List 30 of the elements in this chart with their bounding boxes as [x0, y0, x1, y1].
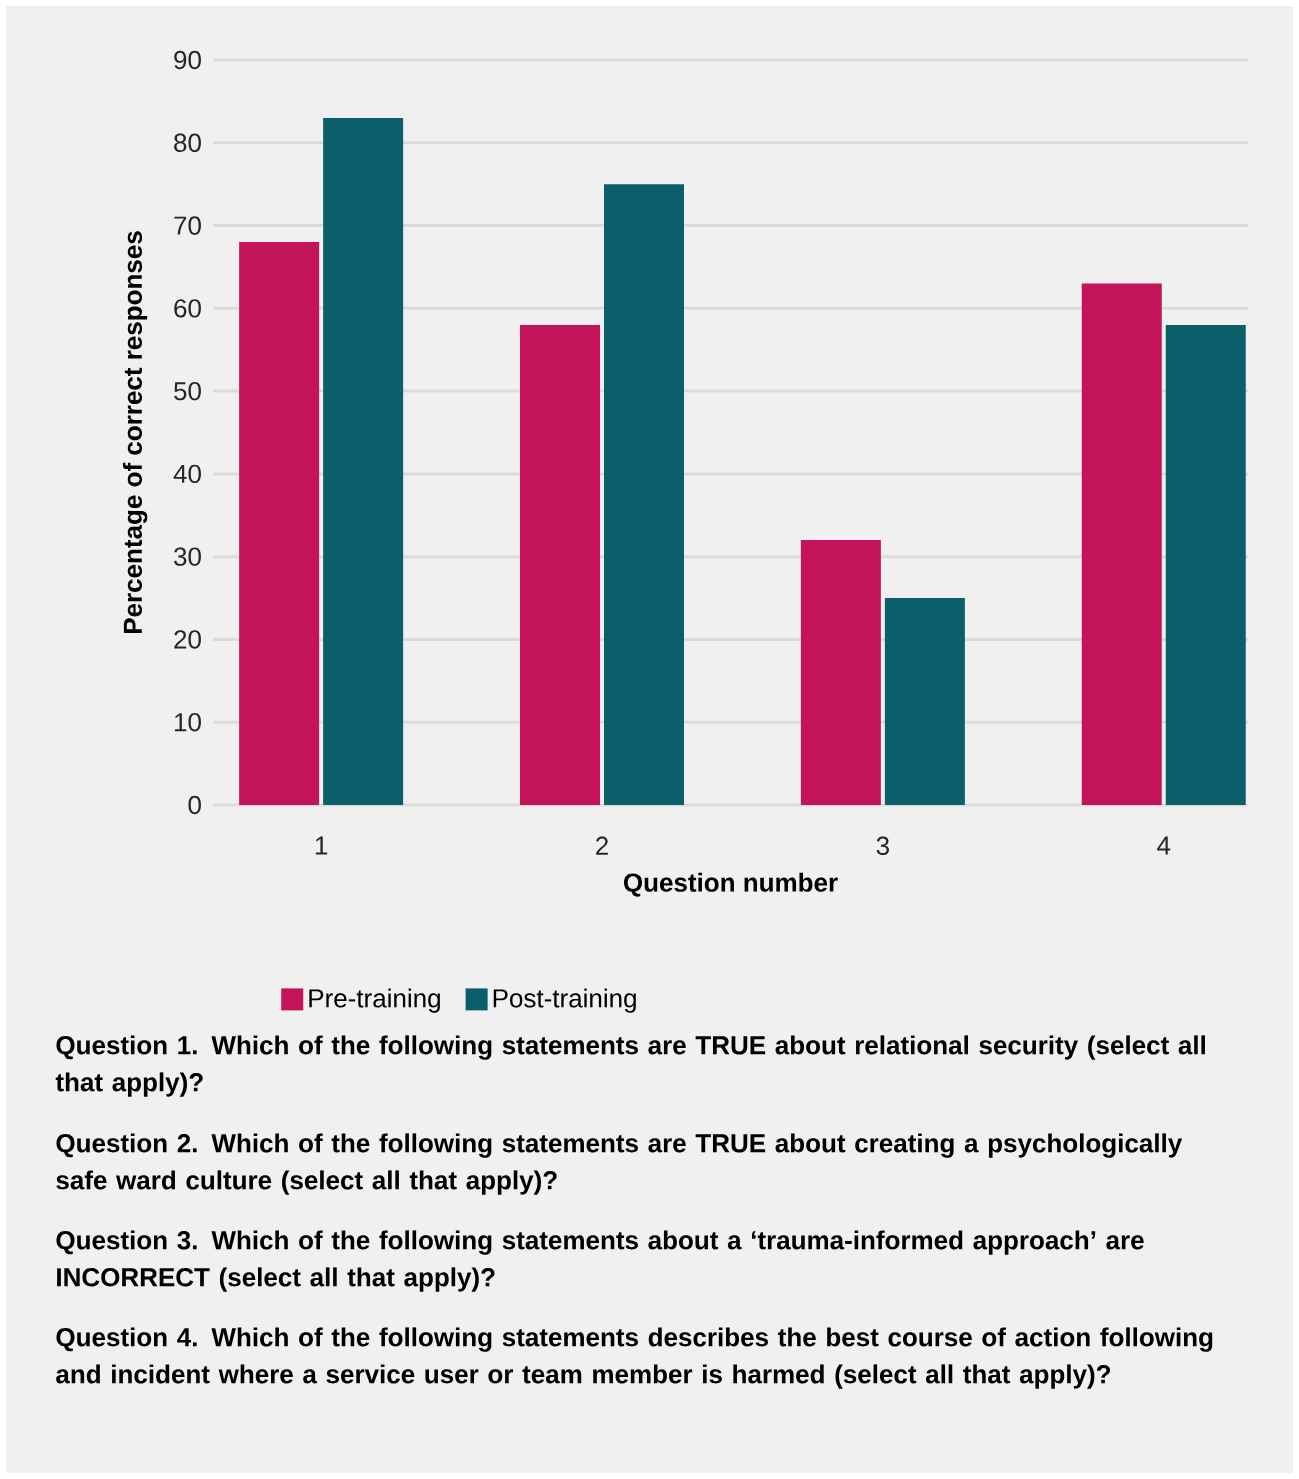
x-axis-title: Question number — [623, 872, 838, 897]
y-axis-title: Percentage of correct responses — [122, 231, 148, 634]
y-tick-label: 0 — [188, 795, 201, 815]
y-tick-label: 40 — [173, 464, 201, 484]
y-tick-label: 60 — [174, 299, 201, 318]
bar — [239, 242, 320, 805]
bar — [884, 598, 965, 805]
x-tick-label: 4 — [1157, 836, 1171, 855]
text: Question 1. Which of the following statements are TRUE about relational security (select all that apply)? — [55, 1035, 1205, 1097]
legend-label: Pre-training — [309, 988, 440, 1013]
bar — [800, 540, 881, 805]
bar — [520, 324, 600, 805]
y-tick-label: 70 — [174, 216, 201, 235]
bar — [1081, 283, 1162, 805]
y-tick-label: 30 — [174, 547, 201, 566]
bar — [1165, 324, 1246, 805]
bar — [604, 184, 684, 805]
legend-label: Post-training — [493, 988, 636, 1013]
x-tick-label: 2 — [596, 836, 608, 855]
y-tick-label: 10 — [174, 713, 201, 732]
y-tick-label: 20 — [174, 630, 201, 649]
x-tick-label: 1 — [315, 836, 328, 855]
text: Question 3. Which of the following statements about a ‘trauma-informed approach’ are INCORRECT (select all that apply)? — [56, 1230, 1144, 1292]
bar — [323, 117, 404, 805]
text: Question 4. Which of the following statements describes the best course of action following and incident where a service user or team member is harmed (select all that apply)? — [56, 1327, 1213, 1389]
y-tick-label: 90 — [174, 50, 201, 70]
y-tick-label: 50 — [174, 381, 201, 401]
x-tick-label: 3 — [876, 836, 889, 855]
y-tick-label: 80 — [174, 133, 201, 152]
text: Question 2. Which of the following statements are TRUE about creating a psychologically safe ward culture (select all that apply)? — [56, 1133, 1183, 1195]
